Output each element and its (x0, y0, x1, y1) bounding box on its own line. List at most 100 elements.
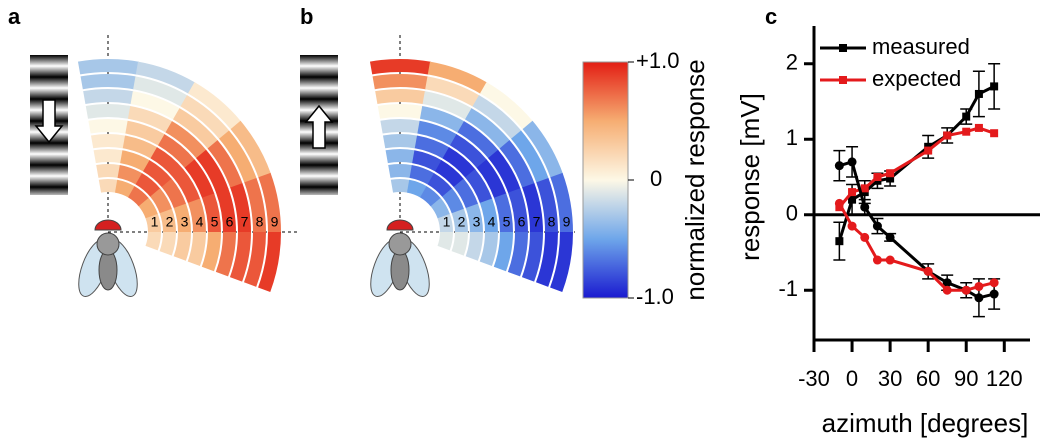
marker (990, 290, 999, 299)
ring-segment (380, 119, 420, 134)
legend-label: measured (872, 34, 970, 59)
marker (990, 278, 999, 287)
marker (990, 82, 998, 90)
ring-segment (375, 89, 425, 104)
y-tick-label: -1 (778, 276, 798, 301)
ring-segment (438, 232, 453, 250)
ring-segment (452, 232, 468, 256)
y-axis-title: response [mV] (735, 93, 765, 261)
ring-number: 8 (548, 214, 556, 230)
ring-number: 5 (503, 214, 511, 230)
marker (975, 124, 983, 132)
ring-number: 7 (241, 214, 249, 230)
colorbar-tick-label: 0 (650, 166, 662, 191)
ring-segment (86, 104, 131, 119)
marker (848, 222, 857, 231)
ring-number: 6 (518, 214, 526, 230)
marker (886, 233, 895, 242)
ring-segment (96, 164, 120, 178)
ring-segment (99, 179, 118, 193)
ring-number: 9 (271, 214, 279, 230)
colorbar-tick-label: -1.0 (636, 284, 674, 309)
panel-label: b (300, 4, 313, 29)
x-axis-title: azimuth [degrees] (822, 408, 1029, 438)
marker (886, 256, 895, 265)
ring-segment (81, 74, 137, 89)
ring-segment (388, 164, 412, 178)
colorbar-title: normalized response (680, 59, 710, 300)
marker (962, 113, 970, 121)
panel-label: a (8, 4, 21, 29)
marker (860, 203, 869, 212)
ring-segment (146, 232, 161, 250)
marker (835, 199, 844, 208)
ring-number: 2 (458, 214, 466, 230)
legend-marker (839, 44, 847, 52)
ring-number: 3 (181, 214, 189, 230)
abdomen (99, 250, 117, 290)
marker (848, 157, 857, 166)
series-line (839, 162, 994, 298)
ring-segment (91, 134, 126, 148)
marker (886, 169, 894, 177)
head (387, 220, 413, 230)
marker (924, 267, 933, 276)
ring-number: 1 (151, 214, 159, 230)
ring-segment (391, 179, 410, 193)
marker (974, 282, 983, 291)
x-tick-label: 60 (916, 366, 940, 391)
figure: a123456789b123456789+1.00-1.0normalized … (0, 0, 1045, 445)
x-tick-label: 30 (878, 366, 902, 391)
marker (873, 222, 882, 231)
legend-marker (839, 76, 847, 84)
ring-number: 8 (256, 214, 264, 230)
y-tick-label: 1 (786, 125, 798, 150)
ring-number: 4 (488, 214, 496, 230)
series-line (839, 203, 994, 290)
marker (943, 286, 952, 295)
marker (848, 188, 856, 196)
marker (873, 256, 882, 265)
marker (990, 129, 998, 137)
marker (835, 237, 843, 245)
head (95, 220, 121, 230)
ring-segment (466, 232, 483, 261)
ring-segment (160, 232, 176, 256)
ring-segment (383, 134, 418, 148)
legend-label: expected (872, 66, 961, 91)
ring-number: 7 (533, 214, 541, 230)
marker (974, 293, 983, 302)
page: {"panels": [ {"label": "a", "rings": [ [… (0, 0, 1045, 445)
ring-number: 4 (196, 214, 204, 230)
marker (873, 173, 881, 181)
colorbar (583, 62, 628, 298)
ring-number: 2 (166, 214, 174, 230)
abdomen (391, 250, 409, 290)
marker (835, 161, 844, 170)
y-tick-label: 2 (786, 50, 798, 75)
ring-segment (373, 74, 429, 89)
x-tick-label: 120 (986, 366, 1023, 391)
ring-number: 9 (563, 214, 571, 230)
thorax (97, 233, 119, 255)
colorbar-tick-label: +1.0 (636, 48, 679, 73)
x-tick-label: -30 (798, 366, 830, 391)
ring-segment (386, 149, 415, 163)
ring-number: 5 (211, 214, 219, 230)
ring-number: 3 (473, 214, 481, 230)
ring-number: 6 (226, 214, 234, 230)
marker (975, 90, 983, 98)
x-tick-label: 0 (846, 366, 858, 391)
marker (943, 131, 951, 139)
ring-segment (88, 119, 128, 134)
ring-segment (174, 232, 191, 261)
panel-label: c (765, 4, 777, 29)
marker (860, 233, 869, 242)
series-line (839, 86, 994, 241)
ring-segment (378, 104, 423, 119)
marker (962, 286, 971, 295)
ring-number: 1 (443, 214, 451, 230)
y-tick-label: 0 (786, 201, 798, 226)
marker (924, 147, 932, 155)
ring-segment (94, 149, 123, 163)
